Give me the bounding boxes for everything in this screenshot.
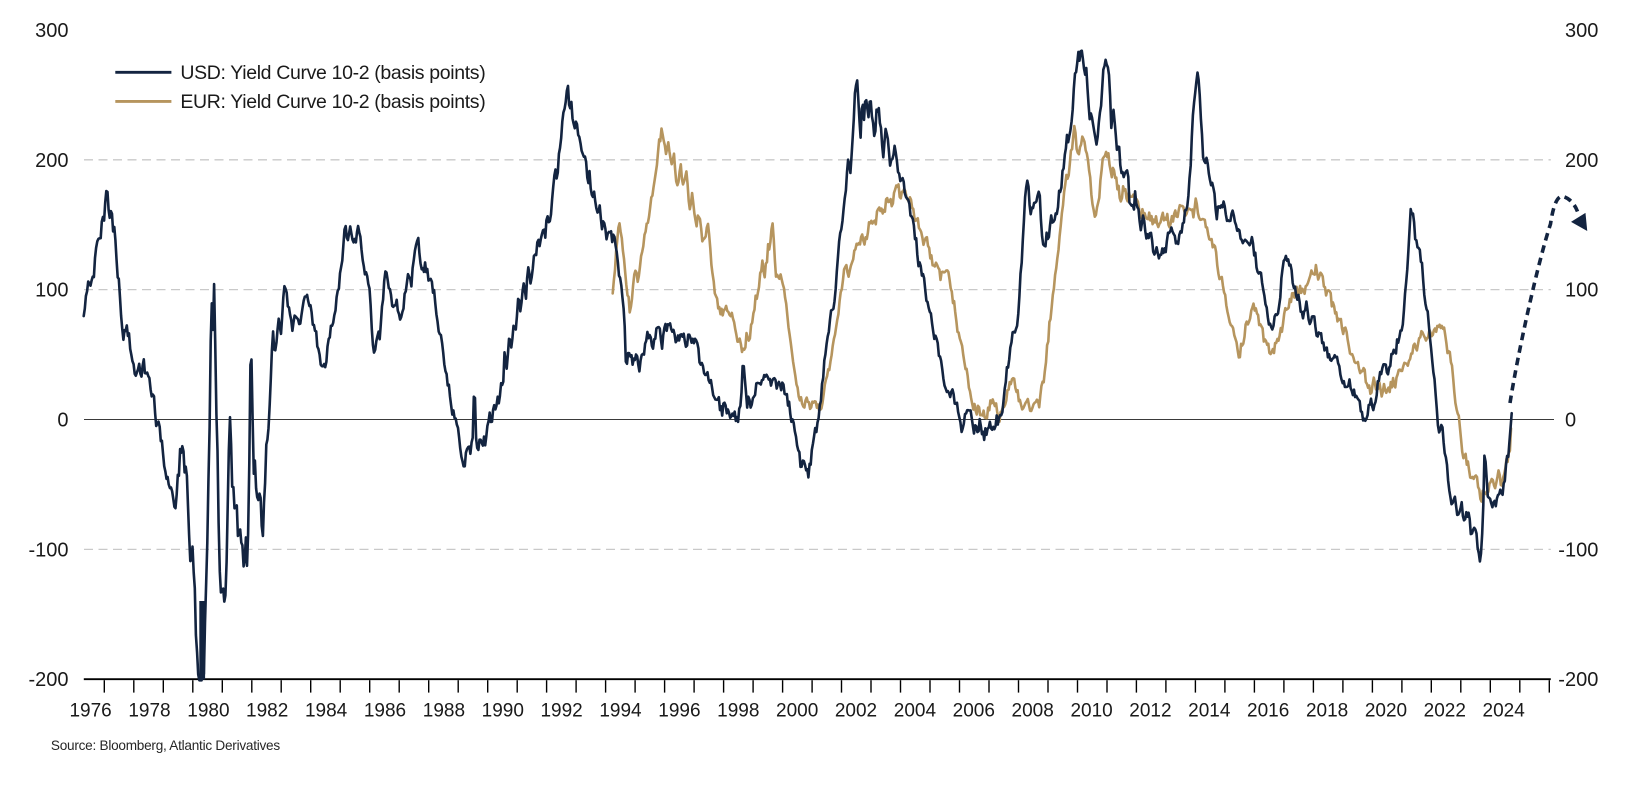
svg-text:300: 300 xyxy=(1565,20,1598,42)
svg-text:1984: 1984 xyxy=(305,701,348,722)
svg-text:1998: 1998 xyxy=(717,701,759,722)
svg-text:2010: 2010 xyxy=(1070,701,1112,722)
svg-text:1990: 1990 xyxy=(482,701,524,722)
svg-text:2020: 2020 xyxy=(1365,701,1407,722)
svg-text:2018: 2018 xyxy=(1306,701,1348,722)
svg-text:1988: 1988 xyxy=(423,701,465,722)
svg-text:2022: 2022 xyxy=(1424,701,1466,722)
svg-text:100: 100 xyxy=(35,280,68,302)
svg-text:1992: 1992 xyxy=(540,701,582,722)
svg-text:2008: 2008 xyxy=(1012,701,1054,722)
svg-text:1982: 1982 xyxy=(246,701,288,722)
svg-text:100: 100 xyxy=(1565,280,1598,302)
svg-text:1994: 1994 xyxy=(599,701,642,722)
svg-text:1978: 1978 xyxy=(128,701,170,722)
svg-text:-100: -100 xyxy=(1558,539,1598,561)
svg-text:300: 300 xyxy=(35,20,68,42)
svg-text:1980: 1980 xyxy=(187,701,229,722)
svg-text:2012: 2012 xyxy=(1129,701,1171,722)
svg-text:0: 0 xyxy=(57,410,68,432)
svg-text:1976: 1976 xyxy=(69,701,111,722)
svg-text:0: 0 xyxy=(1565,410,1576,432)
svg-text:200: 200 xyxy=(35,150,68,172)
svg-text:2024: 2024 xyxy=(1483,701,1526,722)
svg-text:2006: 2006 xyxy=(953,701,995,722)
svg-text:2014: 2014 xyxy=(1188,701,1231,722)
svg-text:1986: 1986 xyxy=(364,701,406,722)
svg-text:Source: Bloomberg, Atlantic De: Source: Bloomberg, Atlantic Derivatives xyxy=(51,738,280,753)
svg-text:200: 200 xyxy=(1565,150,1598,172)
svg-text:2016: 2016 xyxy=(1247,701,1289,722)
svg-text:2002: 2002 xyxy=(835,701,877,722)
svg-text:2004: 2004 xyxy=(894,701,937,722)
svg-text:2000: 2000 xyxy=(776,701,818,722)
svg-text:-200: -200 xyxy=(28,669,68,691)
svg-text:-100: -100 xyxy=(28,539,68,561)
svg-text:USD: Yield Curve 10-2 (basis p: USD: Yield Curve 10-2 (basis points) xyxy=(180,62,485,84)
svg-text:-200: -200 xyxy=(1558,669,1598,691)
svg-text:EUR: Yield Curve 10-2 (basis p: EUR: Yield Curve 10-2 (basis points) xyxy=(180,91,485,113)
svg-text:1996: 1996 xyxy=(658,701,700,722)
